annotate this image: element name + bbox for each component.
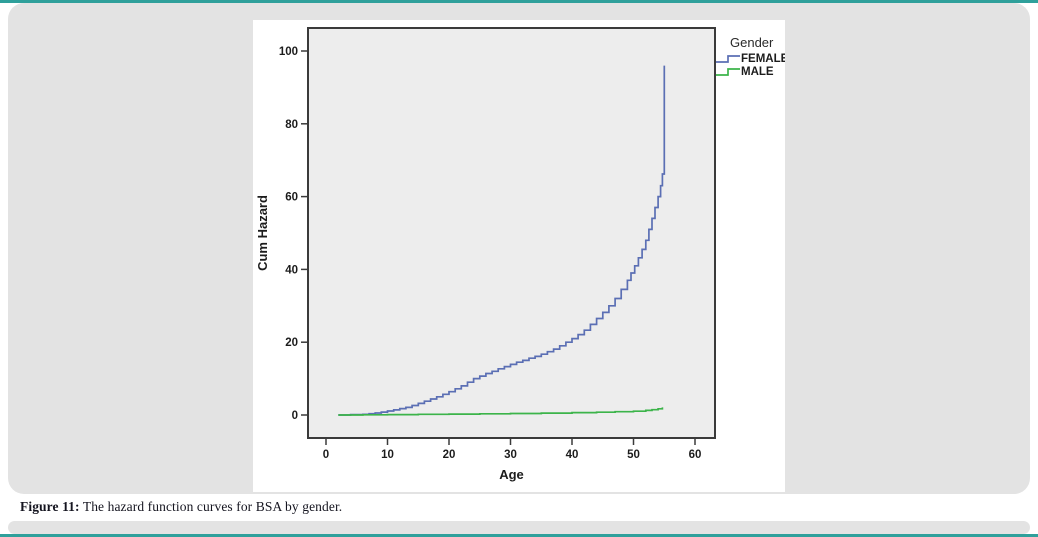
legend-glyph-female <box>716 55 740 63</box>
y-tick-label: 0 <box>292 410 298 422</box>
x-tick-label: 0 <box>323 449 329 461</box>
y-tick-label: 20 <box>285 337 298 349</box>
x-tick-label: 40 <box>566 449 579 461</box>
bottom-divider-bar <box>8 521 1030 534</box>
y-tick-label: 100 <box>279 46 298 58</box>
x-tick-label: 60 <box>689 449 702 461</box>
y-tick-label: 60 <box>285 192 298 204</box>
legend-glyph-male <box>716 68 740 76</box>
figure-caption-label: Figure 11: <box>20 499 80 514</box>
y-tick-label: 40 <box>285 264 298 276</box>
x-axis-title: Age <box>499 467 524 482</box>
x-tick-label: 10 <box>381 449 394 461</box>
series-male <box>338 407 664 416</box>
x-tick-label: 20 <box>443 449 456 461</box>
cum-hazard-chart: 0 10 20 30 40 50 60 0 20 40 60 80 100 Age Cum Hazard Ge… <box>255 27 789 482</box>
bottom-accent-rule <box>0 534 1038 537</box>
y-tick-label: 80 <box>285 119 298 131</box>
plot-area <box>307 27 716 439</box>
series-female <box>338 65 666 416</box>
top-accent-rule <box>0 0 1038 3</box>
legend-label-male: MALE <box>741 66 774 78</box>
y-axis-title: Cum Hazard <box>255 195 270 271</box>
legend-label-female: FEMALE <box>741 53 785 65</box>
figure-caption-text: The hazard function curves for BSA by ge… <box>79 499 343 514</box>
x-tick-label: 50 <box>627 449 640 461</box>
figure-caption: Figure 11: The hazard function curves fo… <box>20 499 342 515</box>
chart-panel: 0 10 20 30 40 50 60 0 20 40 60 80 100 Age Cum Hazard Ge… <box>253 20 789 492</box>
x-tick-label: 30 <box>504 449 517 461</box>
legend-title: Gender <box>730 35 774 50</box>
